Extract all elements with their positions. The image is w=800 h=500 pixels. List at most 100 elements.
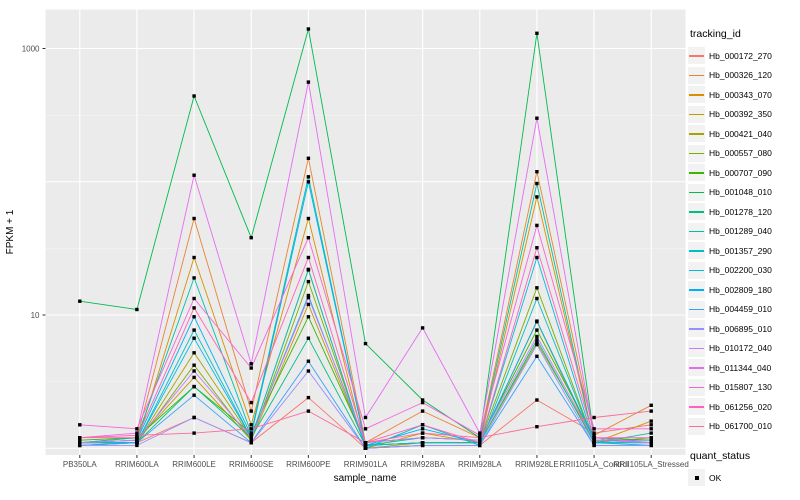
legend-line-swatch xyxy=(688,222,705,240)
legend-line-swatch xyxy=(688,66,705,84)
data-point xyxy=(592,415,596,420)
data-point xyxy=(363,446,368,450)
data-point xyxy=(592,436,596,440)
data-point xyxy=(535,319,539,323)
data-point xyxy=(649,441,653,445)
data-point xyxy=(192,369,196,373)
legend-label: Hb_011344_040 xyxy=(709,362,772,373)
x-tick-label: RRIM600LE xyxy=(172,460,216,469)
data-point xyxy=(306,336,311,340)
x-tick-label: RRII105LA_Stressed xyxy=(614,460,689,469)
legend-item: Hb_000343_070 xyxy=(688,85,800,105)
legend-label: Hb_061700_010 xyxy=(709,421,772,432)
data-point xyxy=(192,384,196,389)
data-point xyxy=(192,351,196,355)
data-point xyxy=(535,354,539,358)
data-point xyxy=(249,427,253,431)
legend-line-swatch xyxy=(688,261,705,279)
data-point xyxy=(306,156,311,160)
data-point xyxy=(478,443,482,448)
data-point xyxy=(535,296,539,301)
legend-label: Hb_061256_020 xyxy=(709,401,772,412)
y-axis-title: FPKM + 1 xyxy=(5,209,16,254)
data-point xyxy=(649,419,653,423)
data-point xyxy=(306,409,311,413)
data-point xyxy=(363,443,368,448)
legend-label: Hb_015807_130 xyxy=(709,382,772,393)
data-point xyxy=(135,436,139,440)
data-point xyxy=(249,409,253,413)
data-point xyxy=(535,181,539,186)
data-point xyxy=(135,431,139,435)
data-point xyxy=(249,400,253,405)
y-tick-label: 10 xyxy=(31,311,40,320)
legend-line-swatch xyxy=(688,164,705,182)
data-point xyxy=(249,433,253,437)
legend-label: Hb_010172_040 xyxy=(709,343,772,354)
data-point xyxy=(535,334,539,339)
data-point xyxy=(649,409,653,413)
legend-item: Hb_002809_180 xyxy=(688,280,800,300)
legend-item: Hb_001278_120 xyxy=(688,202,800,222)
legend-item: Hb_061256_020 xyxy=(688,397,800,417)
data-point xyxy=(420,326,425,330)
data-point xyxy=(78,441,82,445)
data-point xyxy=(192,173,196,177)
data-point xyxy=(249,366,253,370)
data-point xyxy=(135,427,139,431)
legend-title-quant-status: quant_status xyxy=(690,450,751,462)
legend-item: Hb_015807_130 xyxy=(688,378,800,398)
data-point xyxy=(249,236,253,240)
legend-line-swatch xyxy=(688,339,705,357)
legend-item: Hb_002200_030 xyxy=(688,261,800,281)
data-point xyxy=(306,27,311,31)
legend-item: Hb_001289_040 xyxy=(688,222,800,242)
legend: tracking_id Hb_000172_270 Hb_000326_120 Hb… xyxy=(688,28,800,488)
data-point xyxy=(192,94,196,98)
data-point xyxy=(649,431,653,435)
data-point xyxy=(649,403,653,407)
data-point xyxy=(249,362,253,366)
data-point xyxy=(420,427,425,431)
legend-line-swatch xyxy=(688,359,705,377)
legend-label: Hb_001357_290 xyxy=(709,245,772,256)
data-point xyxy=(306,267,311,272)
legend-item: Hb_061700_010 xyxy=(688,417,800,437)
legend-label: Hb_001048_010 xyxy=(709,187,772,198)
legend-label: Hb_000172_270 xyxy=(709,50,772,61)
legend-label: Hb_004459_010 xyxy=(709,304,772,315)
legend-line-swatch xyxy=(688,281,705,299)
data-point xyxy=(135,443,139,448)
data-point xyxy=(535,31,539,35)
x-tick-label: RRIM901LA xyxy=(344,460,388,469)
data-point xyxy=(420,423,425,427)
data-point xyxy=(592,433,596,437)
legend-item: Hb_000421_040 xyxy=(688,124,800,144)
data-point-markers xyxy=(78,27,653,450)
data-point xyxy=(478,433,482,437)
data-point xyxy=(535,116,539,120)
legend-label: Hb_002200_030 xyxy=(709,265,772,276)
data-point xyxy=(306,295,311,300)
legend-label: Hb_006895_010 xyxy=(709,323,772,334)
legend-item: Hb_004459_010 xyxy=(688,300,800,320)
legend-item: Hb_000557_080 xyxy=(688,144,800,164)
data-point xyxy=(649,443,653,448)
data-point xyxy=(535,286,539,290)
data-point xyxy=(420,431,425,435)
data-point xyxy=(535,342,539,347)
data-point xyxy=(535,341,539,345)
data-point xyxy=(363,415,368,420)
data-point xyxy=(135,438,139,442)
legend-label: Hb_000343_070 xyxy=(709,89,772,100)
data-point xyxy=(363,441,368,445)
legend-line-swatch xyxy=(688,105,705,123)
data-point xyxy=(535,246,539,250)
data-point xyxy=(135,307,139,312)
data-point xyxy=(535,170,539,174)
data-point xyxy=(649,438,653,442)
plot-canvas: 1000 10 PB350LA RRIM600LA RRIM600LE RRIM600SE… xyxy=(5,9,689,484)
data-point xyxy=(535,338,539,342)
legend-line-swatch xyxy=(688,125,705,143)
